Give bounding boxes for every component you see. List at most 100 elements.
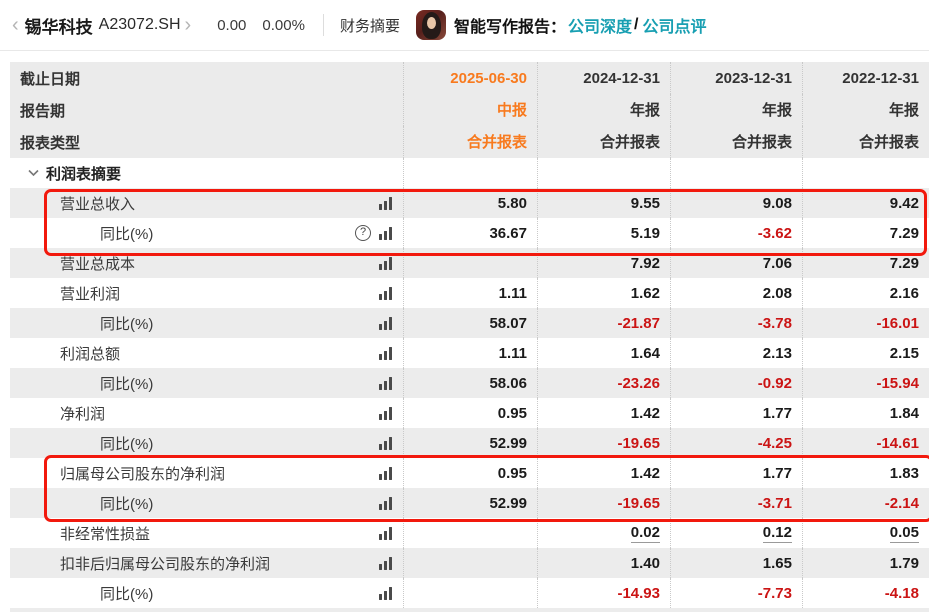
cell-value: 1.65 bbox=[762, 554, 792, 572]
bar-chart-icon[interactable] bbox=[378, 406, 394, 421]
table-row: 营业总收入 ? 5.80 9.55 9.08 9.42 bbox=[10, 188, 929, 218]
chevron-down-icon[interactable] bbox=[28, 169, 39, 177]
cell-value: 1.77 bbox=[762, 464, 792, 482]
row-label: 同比(%) bbox=[100, 435, 154, 453]
header-value: 2023-12-31 bbox=[715, 69, 792, 87]
smart-report-label: 智能写作报告： bbox=[453, 19, 566, 36]
cell-value: 1.79 bbox=[889, 554, 919, 572]
link-company-deep-report[interactable]: 公司深度 bbox=[567, 19, 632, 36]
cell-value: -0.92 bbox=[757, 374, 792, 392]
row-label: 扣非后归属母公司股东的净利润 bbox=[60, 555, 271, 573]
cell-value: 1.42 bbox=[630, 404, 660, 422]
empty-cell bbox=[670, 158, 802, 188]
bar-chart-icon[interactable] bbox=[378, 376, 394, 391]
table-header-row: 报表类型 合并报表 合并报表 合并报表 合并报表 bbox=[10, 126, 929, 158]
help-icon[interactable]: ? bbox=[355, 225, 371, 241]
cell-value: 1.83 bbox=[889, 464, 919, 482]
table-row: 同比(%) ? 52.99 -19.65 -3.71 -2.14 bbox=[10, 488, 929, 518]
bar-chart-icon[interactable] bbox=[378, 256, 394, 271]
cell-value: 52.99 bbox=[489, 494, 527, 512]
header-value: 年报 bbox=[629, 101, 660, 119]
bar-chart-icon[interactable] bbox=[378, 466, 394, 481]
link-company-comment[interactable]: 公司点评 bbox=[642, 19, 707, 36]
bar-chart-icon[interactable] bbox=[378, 586, 394, 601]
link-separator: / bbox=[633, 16, 639, 33]
table-header-row: 截止日期 2025-06-30 2024-12-31 2023-12-31 20… bbox=[10, 62, 929, 94]
cell-value: 1.62 bbox=[630, 284, 660, 302]
header-value: 2025-06-30 bbox=[450, 69, 527, 87]
bar-chart-icon[interactable] bbox=[378, 286, 394, 301]
header-value: 年报 bbox=[761, 101, 792, 119]
cell-value: -3.78 bbox=[757, 314, 792, 332]
tab-financial-summary[interactable]: 财务摘要 bbox=[339, 17, 400, 35]
row-label: 同比(%) bbox=[100, 585, 154, 603]
cell-value: 9.08 bbox=[762, 194, 792, 212]
header-label: 报告期 bbox=[20, 102, 66, 120]
table-header: 截止日期 2025-06-30 2024-12-31 2023-12-31 20… bbox=[10, 62, 929, 158]
header-value: 合并报表 bbox=[858, 133, 919, 151]
bar-chart-icon[interactable] bbox=[378, 196, 394, 211]
chevron-right-icon[interactable]: › bbox=[184, 14, 192, 36]
bar-chart-icon[interactable] bbox=[378, 226, 394, 241]
row-label: 营业利润 bbox=[60, 285, 121, 303]
cell-value: 58.06 bbox=[489, 374, 527, 392]
cell-value: 2.16 bbox=[889, 284, 919, 302]
cell-value: 1.11 bbox=[498, 344, 527, 362]
cell-value: 7.29 bbox=[889, 254, 919, 272]
cell-value: -19.65 bbox=[617, 494, 660, 512]
section-title: 利润表摘要 bbox=[46, 165, 122, 183]
cell-value: 5.19 bbox=[630, 224, 660, 242]
header-value: 2022-12-31 bbox=[842, 69, 919, 87]
table-row: 归属母公司股东的净利润 ? 0.95 1.42 1.77 1.83 bbox=[10, 458, 929, 488]
cell-value[interactable]: 0.12 bbox=[762, 524, 792, 543]
financial-summary-table: 截止日期 2025-06-30 2024-12-31 2023-12-31 20… bbox=[10, 62, 929, 612]
cell-value: -3.62 bbox=[757, 224, 792, 242]
stock-change-percent: 0.00% bbox=[262, 16, 305, 34]
assistant-avatar bbox=[415, 10, 446, 40]
table-row: 净利润 ? 0.95 1.42 1.77 1.84 bbox=[10, 398, 929, 428]
cell-value: 2.08 bbox=[762, 284, 792, 302]
bar-chart-icon[interactable] bbox=[378, 526, 394, 541]
cell-value: -14.93 bbox=[617, 584, 660, 602]
row-label: 营业总收入 bbox=[60, 195, 136, 213]
bar-chart-icon[interactable] bbox=[378, 316, 394, 331]
cell-value: 58.07 bbox=[489, 314, 527, 332]
row-label: 净利润 bbox=[60, 405, 106, 423]
cell-value: -4.25 bbox=[757, 434, 792, 452]
cell-value: -16.01 bbox=[876, 314, 919, 332]
cell-value: -7.73 bbox=[757, 584, 792, 602]
table-row: 同比(%) ? 36.67 5.19 -3.62 7.29 bbox=[10, 218, 929, 248]
row-label: 非经常性损益 bbox=[60, 525, 151, 543]
cell-value: 1.42 bbox=[630, 464, 660, 482]
cell-value: 9.42 bbox=[889, 194, 919, 212]
table-row: 同比(%) ? 52.99 -19.65 -4.25 -14.61 bbox=[10, 428, 929, 458]
header-value: 合并报表 bbox=[731, 133, 792, 151]
cell-value: -23.26 bbox=[617, 374, 660, 392]
avatar-face bbox=[426, 17, 436, 29]
header-value: 年报 bbox=[888, 101, 919, 119]
table-row: 营业总成本 ? 7.92 7.06 7.29 bbox=[10, 248, 929, 278]
empty-cell bbox=[403, 158, 537, 188]
cell-value: 1.77 bbox=[762, 404, 792, 422]
header-value: 合并报表 bbox=[466, 133, 527, 151]
bar-chart-icon[interactable] bbox=[378, 496, 394, 511]
stock-code: A23072.SH bbox=[98, 16, 181, 33]
bar-chart-icon[interactable] bbox=[378, 556, 394, 571]
cell-value: -14.61 bbox=[876, 434, 919, 452]
section-row-income-statement[interactable]: 利润表摘要 bbox=[10, 158, 929, 188]
cell-value: 1.40 bbox=[630, 554, 660, 572]
row-label: 同比(%) bbox=[100, 225, 154, 243]
cell-value: -2.14 bbox=[884, 494, 919, 512]
cell-value[interactable]: 0.05 bbox=[889, 524, 919, 543]
header-value: 合并报表 bbox=[599, 133, 660, 151]
chevron-left-icon[interactable]: ‹ bbox=[12, 14, 19, 36]
bar-chart-icon[interactable] bbox=[378, 346, 394, 361]
row-label: 同比(%) bbox=[100, 375, 154, 393]
cell-value: 1.11 bbox=[498, 284, 527, 302]
cell-value: 2.15 bbox=[889, 344, 919, 362]
header-value: 2024-12-31 bbox=[583, 69, 660, 87]
bar-chart-icon[interactable] bbox=[378, 436, 394, 451]
cell-value[interactable]: 0.02 bbox=[630, 524, 660, 543]
table-row: 非经常性损益 ? 0.02 0.12 0.05 bbox=[10, 518, 929, 548]
empty-cell bbox=[537, 158, 670, 188]
